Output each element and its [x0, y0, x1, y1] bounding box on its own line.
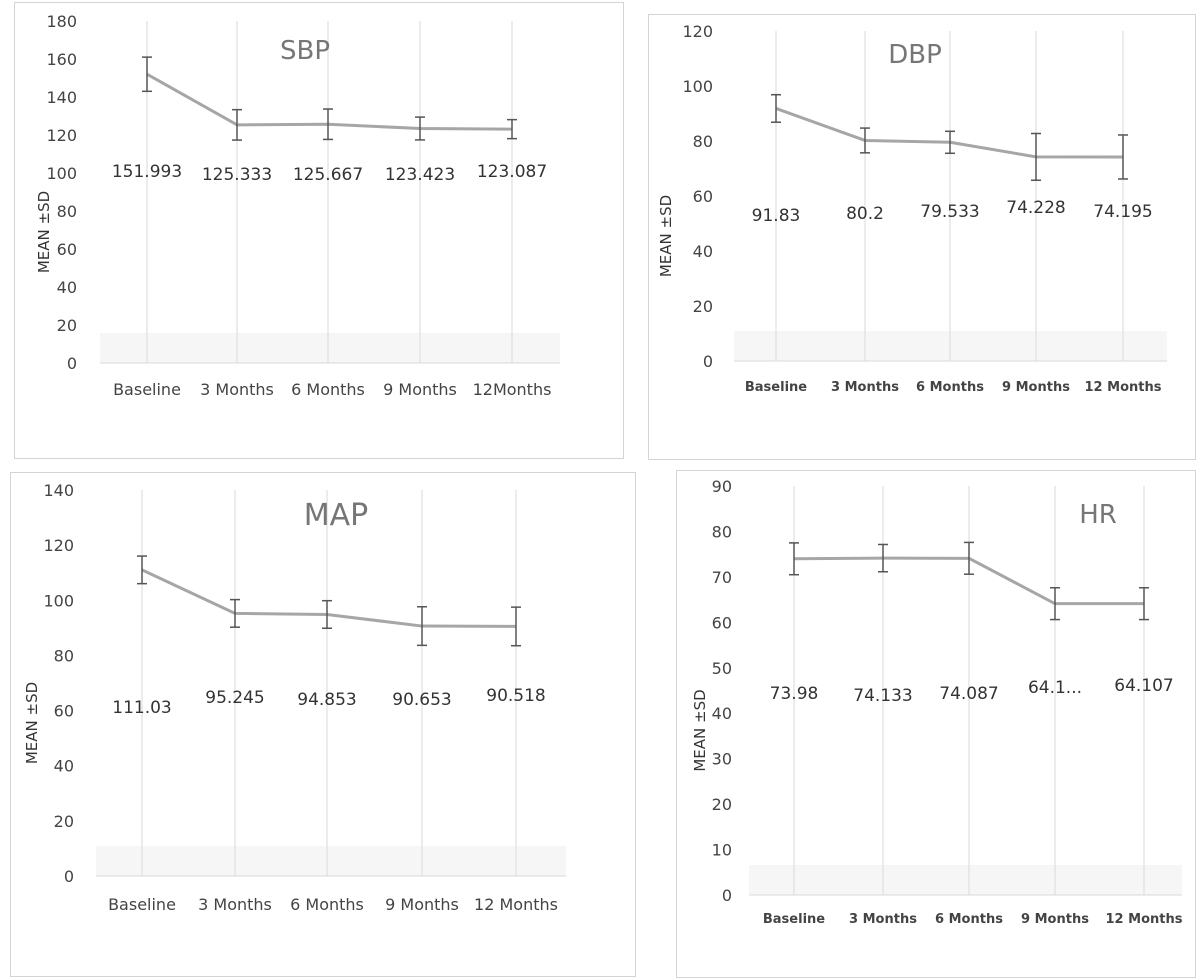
- map-x-tick-label: 6 Months: [290, 895, 364, 914]
- hr-data-label: 74.087: [939, 684, 998, 704]
- dbp-data-label: 79.533: [920, 202, 979, 222]
- hr-y-tick-label: 70: [712, 568, 732, 587]
- sbp-x-tick-label: 6 Months: [291, 380, 365, 399]
- hr-y-tick-label: 20: [712, 795, 732, 814]
- sbp-data-label: 125.667: [293, 165, 363, 185]
- map-data-label: 95.245: [205, 688, 264, 708]
- map-x-tick-label: 9 Months: [385, 895, 459, 914]
- sbp-y-tick-label: 0: [67, 354, 77, 373]
- dbp-x-tick-label: 3 Months: [831, 380, 899, 395]
- sbp-chart-panel: 0 20 40 60 80 100 120 140 160 180 MEAN ±SD SBP Basel…: [14, 2, 624, 459]
- map-data-label: 90.653: [392, 690, 451, 710]
- sbp-x-tick-label: Baseline: [113, 380, 181, 399]
- hr-chart-panel: 0 10 20 30 40 50 60 70 80 90 MEAN ±SD HR Baseline 3 M…: [676, 470, 1196, 978]
- map-y-tick-label: 80: [54, 646, 74, 665]
- hr-x-tick-label: 3 Months: [849, 912, 917, 927]
- sbp-data-label: 123.423: [385, 165, 455, 185]
- hr-y-tick-label: 30: [712, 750, 732, 769]
- dbp-data-label: 91.83: [752, 206, 801, 226]
- dbp-chart-svg: 0 20 40 60 80 100 120 MEAN ±SD DBP Baseline 3 Mont…: [657, 22, 1167, 395]
- dbp-y-tick-label: 100: [682, 77, 713, 96]
- hr-plot-floor: [749, 865, 1182, 895]
- sbp-y-tick-label: 40: [57, 278, 77, 297]
- sbp-y-tick-label: 60: [57, 240, 77, 259]
- map-y-tick-label: 60: [54, 702, 74, 721]
- dbp-y-tick-label: 80: [693, 132, 713, 151]
- dbp-y-axis-title: MEAN ±SD: [657, 195, 675, 277]
- dbp-y-tick-label: 60: [693, 187, 713, 206]
- hr-chart-svg: 0 10 20 30 40 50 60 70 80 90 MEAN ±SD HR Baseline 3 M…: [691, 477, 1183, 927]
- hr-y-tick-label: 90: [712, 477, 732, 496]
- dbp-chart-title: DBP: [888, 40, 942, 70]
- map-y-tick-label: 40: [54, 757, 74, 776]
- map-chart-panel: 0 20 40 60 80 100 120 140 MEAN ±SD MAP Baseline 3 M…: [10, 472, 636, 977]
- dbp-data-label: 74.195: [1093, 202, 1152, 222]
- sbp-y-tick-label: 120: [46, 126, 77, 145]
- map-x-tick-label: Baseline: [108, 895, 176, 914]
- dbp-data-label: 74.228: [1006, 198, 1065, 218]
- map-y-axis-title: MEAN ±SD: [23, 682, 41, 764]
- dbp-x-tick-label: Baseline: [745, 380, 807, 395]
- sbp-data-label: 123.087: [477, 162, 547, 182]
- hr-data-label: 73.98: [770, 684, 819, 704]
- hr-y-tick-label: 60: [712, 613, 732, 632]
- sbp-series-line: [146, 72, 513, 131]
- hr-y-tick-label: 40: [712, 704, 732, 723]
- sbp-x-tick-label: 12Months: [473, 380, 552, 399]
- sbp-y-tick-label: 100: [46, 164, 77, 183]
- hr-data-label: 74.133: [853, 686, 912, 706]
- hr-data-label: 64.107: [1114, 676, 1173, 696]
- map-x-tick-label: 3 Months: [198, 895, 272, 914]
- dbp-chart-panel: 0 20 40 60 80 100 120 MEAN ±SD DBP Baseline 3 Mont…: [648, 14, 1196, 460]
- hr-y-tick-label: 10: [712, 841, 732, 860]
- map-y-tick-label: 120: [43, 536, 74, 555]
- hr-x-tick-label: Baseline: [763, 912, 825, 927]
- sbp-y-tick-label: 20: [57, 316, 77, 335]
- sbp-y-axis-title: MEAN ±SD: [35, 191, 53, 273]
- dbp-data-label: 80.2: [846, 204, 884, 224]
- hr-y-tick-label: 0: [722, 886, 732, 905]
- hr-data-label: 64.1...: [1028, 678, 1082, 698]
- sbp-y-tick-label: 160: [46, 50, 77, 69]
- hr-chart-title: HR: [1079, 500, 1117, 530]
- hr-x-tick-label: 9 Months: [1021, 912, 1089, 927]
- dbp-x-tick-label: 12 Months: [1085, 380, 1162, 395]
- dbp-y-tick-label: 40: [693, 242, 713, 261]
- map-data-label: 94.853: [297, 690, 356, 710]
- map-y-tick-label: 0: [64, 867, 74, 886]
- dbp-x-tick-label: 6 Months: [916, 380, 984, 395]
- map-y-tick-label: 20: [54, 812, 74, 831]
- map-y-tick-label: 100: [43, 591, 74, 610]
- sbp-chart-svg: 0 20 40 60 80 100 120 140 160 180 MEAN ±SD SBP Basel…: [35, 12, 560, 399]
- sbp-data-label: 151.993: [112, 162, 182, 182]
- sbp-data-label: 125.333: [202, 165, 272, 185]
- sbp-y-tick-label: 180: [46, 12, 77, 31]
- sbp-chart-title: SBP: [280, 36, 330, 66]
- dbp-y-tick-label: 0: [703, 352, 713, 371]
- map-plot-floor: [96, 846, 566, 876]
- sbp-x-tick-label: 3 Months: [200, 380, 274, 399]
- hr-y-tick-label: 80: [712, 522, 732, 541]
- hr-y-axis-title: MEAN ±SD: [691, 689, 709, 771]
- map-series-line: [141, 568, 517, 628]
- hr-x-tick-label: 12 Months: [1106, 912, 1183, 927]
- sbp-y-tick-label: 140: [46, 88, 77, 107]
- map-data-label: 111.03: [112, 698, 171, 718]
- dbp-x-tick-label: 9 Months: [1002, 380, 1070, 395]
- hr-y-tick-label: 50: [712, 659, 732, 678]
- map-chart-title: MAP: [304, 498, 369, 533]
- map-y-tick-label: 140: [43, 481, 74, 500]
- sbp-y-tick-label: 80: [57, 202, 77, 221]
- dbp-y-tick-label: 20: [693, 297, 713, 316]
- sbp-plot-floor: [100, 333, 560, 363]
- hr-x-tick-label: 6 Months: [935, 912, 1003, 927]
- dbp-y-tick-label: 120: [682, 22, 713, 41]
- sbp-x-tick-label: 9 Months: [383, 380, 457, 399]
- map-data-label: 90.518: [486, 686, 545, 706]
- map-chart-svg: 0 20 40 60 80 100 120 140 MEAN ±SD MAP Baseline 3 M…: [23, 481, 566, 914]
- map-x-tick-label: 12 Months: [474, 895, 558, 914]
